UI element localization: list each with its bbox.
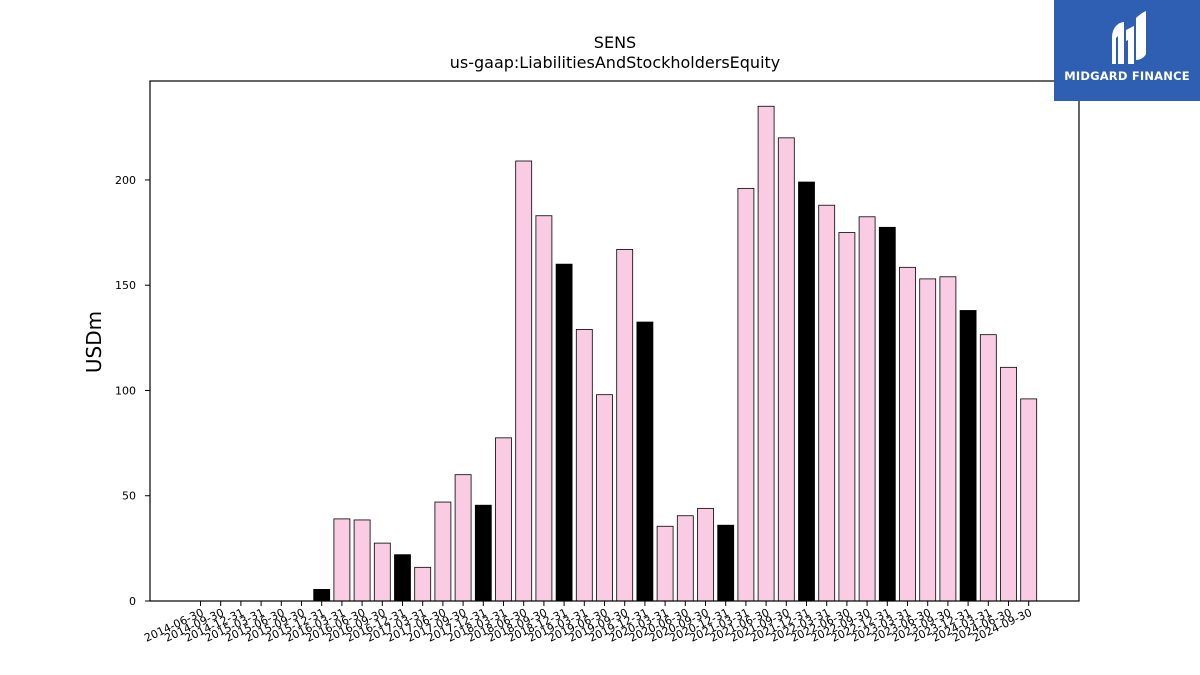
bar-2020-12-31 <box>717 524 735 602</box>
bar-2023-12-31 <box>959 310 977 602</box>
bar-2017-03-31 <box>414 566 432 602</box>
bar-2024-03-31 <box>979 334 997 602</box>
bar-2017-06-30 <box>434 501 452 602</box>
bar-2016-12-31 <box>394 554 411 602</box>
bar-2022-12-31 <box>878 226 896 602</box>
y-tick-label: 100 <box>115 384 136 397</box>
bar-2018-09-30 <box>535 215 553 602</box>
bar-2023-03-31 <box>899 266 916 602</box>
bar-2024-09-30 <box>1020 398 1038 602</box>
chart-title: SENS <box>594 33 636 52</box>
bar-2019-03-31 <box>575 329 593 602</box>
bar-2022-06-30 <box>838 232 856 602</box>
bar-2023-09-30 <box>939 276 957 602</box>
y-axis-ticks: 0 50 100 150 200 <box>115 174 150 608</box>
y-tick-label: 200 <box>115 174 136 187</box>
bar-2024-06-30 <box>1000 366 1017 602</box>
midgard-logo-icon <box>1112 11 1146 64</box>
bar-2020-03-31 <box>656 525 674 602</box>
bar-2021-12-31 <box>798 181 815 602</box>
bar-2022-03-31 <box>818 204 836 602</box>
bar-2015-12-31 <box>313 589 331 602</box>
bar-2019-12-31 <box>636 321 654 602</box>
y-tick-label: 0 <box>129 595 136 608</box>
brand-logo: MIDGARD FINANCE <box>1054 0 1200 101</box>
y-axis-label: USDm <box>82 311 106 373</box>
bar-2017-12-31 <box>474 504 492 602</box>
bars-group <box>313 105 1038 602</box>
bar-2016-06-30 <box>353 519 371 602</box>
bar-2021-06-30 <box>757 105 775 602</box>
y-tick-label: 50 <box>122 490 136 503</box>
bar-2018-12-31 <box>555 263 573 602</box>
bar-2023-06-30 <box>919 278 937 602</box>
x-axis-ticks: 2014-06-302014-09-302014-12-312015-03-31… <box>142 601 1034 645</box>
bar-2021-09-30 <box>777 137 795 602</box>
bar-2021-03-31 <box>737 187 755 602</box>
bar-2019-09-30 <box>616 249 634 602</box>
chart-subtitle: us-gaap:LiabilitiesAndStockholdersEquity <box>450 53 781 72</box>
bar-2020-09-30 <box>697 507 714 602</box>
y-tick-label: 150 <box>115 279 136 292</box>
bar-2017-09-30 <box>454 474 472 602</box>
bar-2022-09-30 <box>858 216 876 602</box>
plot-frame <box>149 80 1080 602</box>
bar-2020-06-30 <box>676 515 694 602</box>
bar-2018-06-30 <box>515 160 533 602</box>
bar-2018-03-31 <box>495 437 512 602</box>
bar-2016-03-31 <box>333 518 351 602</box>
bar-2019-06-30 <box>596 394 613 602</box>
bar-2016-09-30 <box>373 542 391 602</box>
brand-name: MIDGARD FINANCE <box>1064 69 1190 83</box>
